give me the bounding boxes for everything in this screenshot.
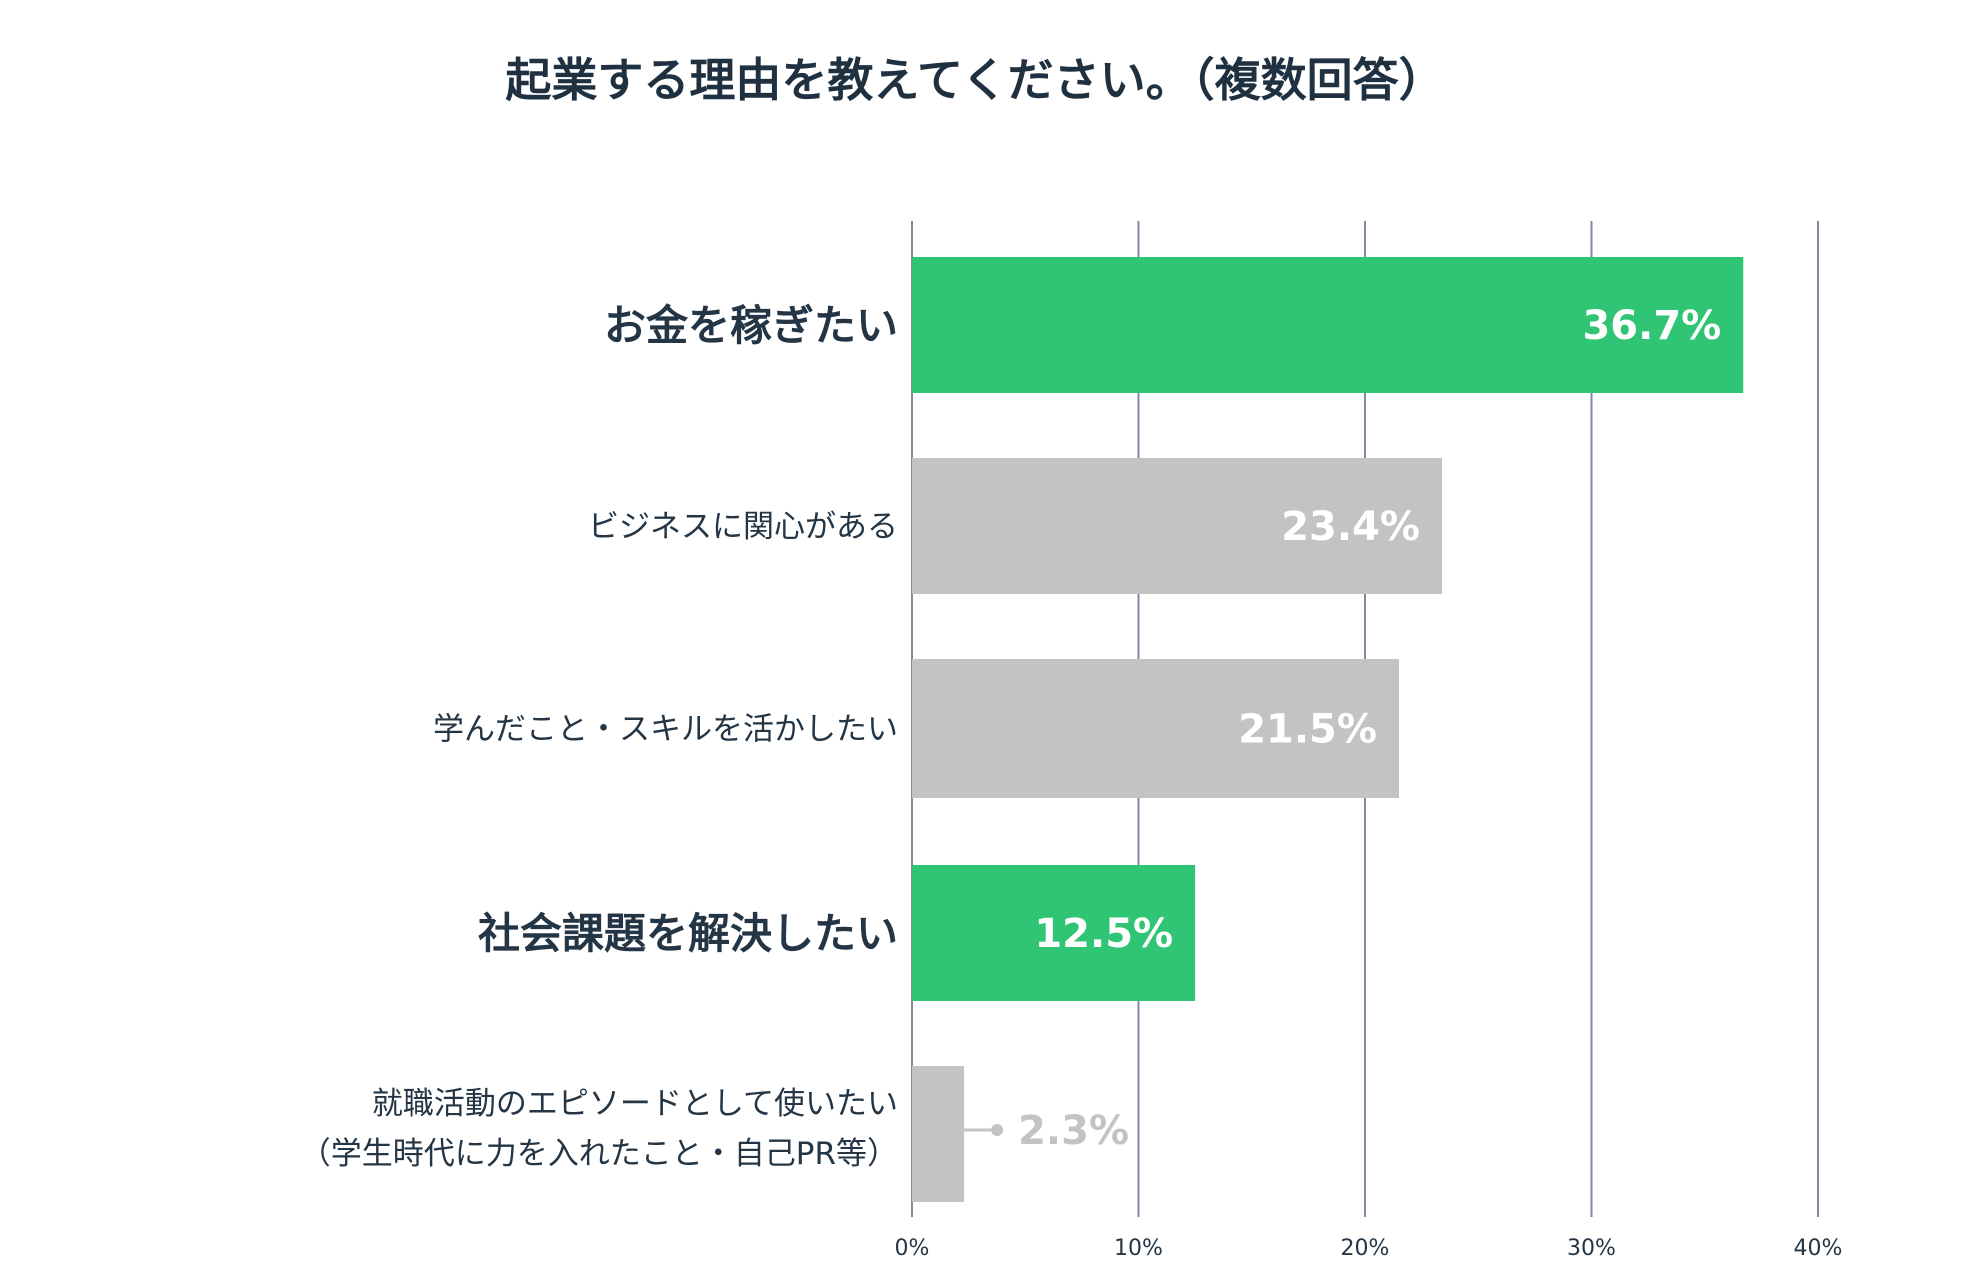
labels-layer: お金を稼ぎたい 36.7% ビジネスに関心がある 23.4% 学んだこと・スキルを活かし… (300, 301, 1721, 1172)
data-label: 12.5% (1034, 911, 1173, 957)
x-tick-label: 40% (1794, 1236, 1843, 1261)
data-label: 23.4% (1281, 504, 1420, 550)
x-tick-label: 30% (1567, 1236, 1616, 1261)
bar (912, 458, 1443, 594)
chart-title: 起業する理由を教えてください。（複数回答） (505, 53, 1444, 107)
x-tick-label: 20% (1341, 1236, 1390, 1261)
category-label: 社会課題を解決したい (478, 909, 898, 958)
category-label: 学んだこと・スキルを活かしたい (433, 712, 898, 748)
data-label: 21.5% (1238, 707, 1377, 753)
bars-layer (912, 257, 1744, 1202)
leader-dot (991, 1124, 1004, 1136)
bar (912, 257, 1744, 393)
category-label: ビジネスに関心がある (588, 509, 898, 545)
data-label: 36.7% (1582, 303, 1721, 349)
bar (912, 659, 1399, 798)
category-label: （学生時代に力を入れたこと・自己PR等） (300, 1136, 898, 1172)
ticks-layer: 0% 10% 20% 30% 40% (895, 1236, 1843, 1261)
bar (912, 1066, 965, 1202)
bar (912, 865, 1196, 1001)
data-label: 2.3% (1018, 1108, 1129, 1154)
x-tick-label: 0% (895, 1236, 930, 1261)
x-tick-label: 10% (1114, 1236, 1163, 1261)
category-label: お金を稼ぎたい (604, 301, 898, 350)
category-label: 就職活動のエピソードとして使いたい (372, 1086, 898, 1122)
